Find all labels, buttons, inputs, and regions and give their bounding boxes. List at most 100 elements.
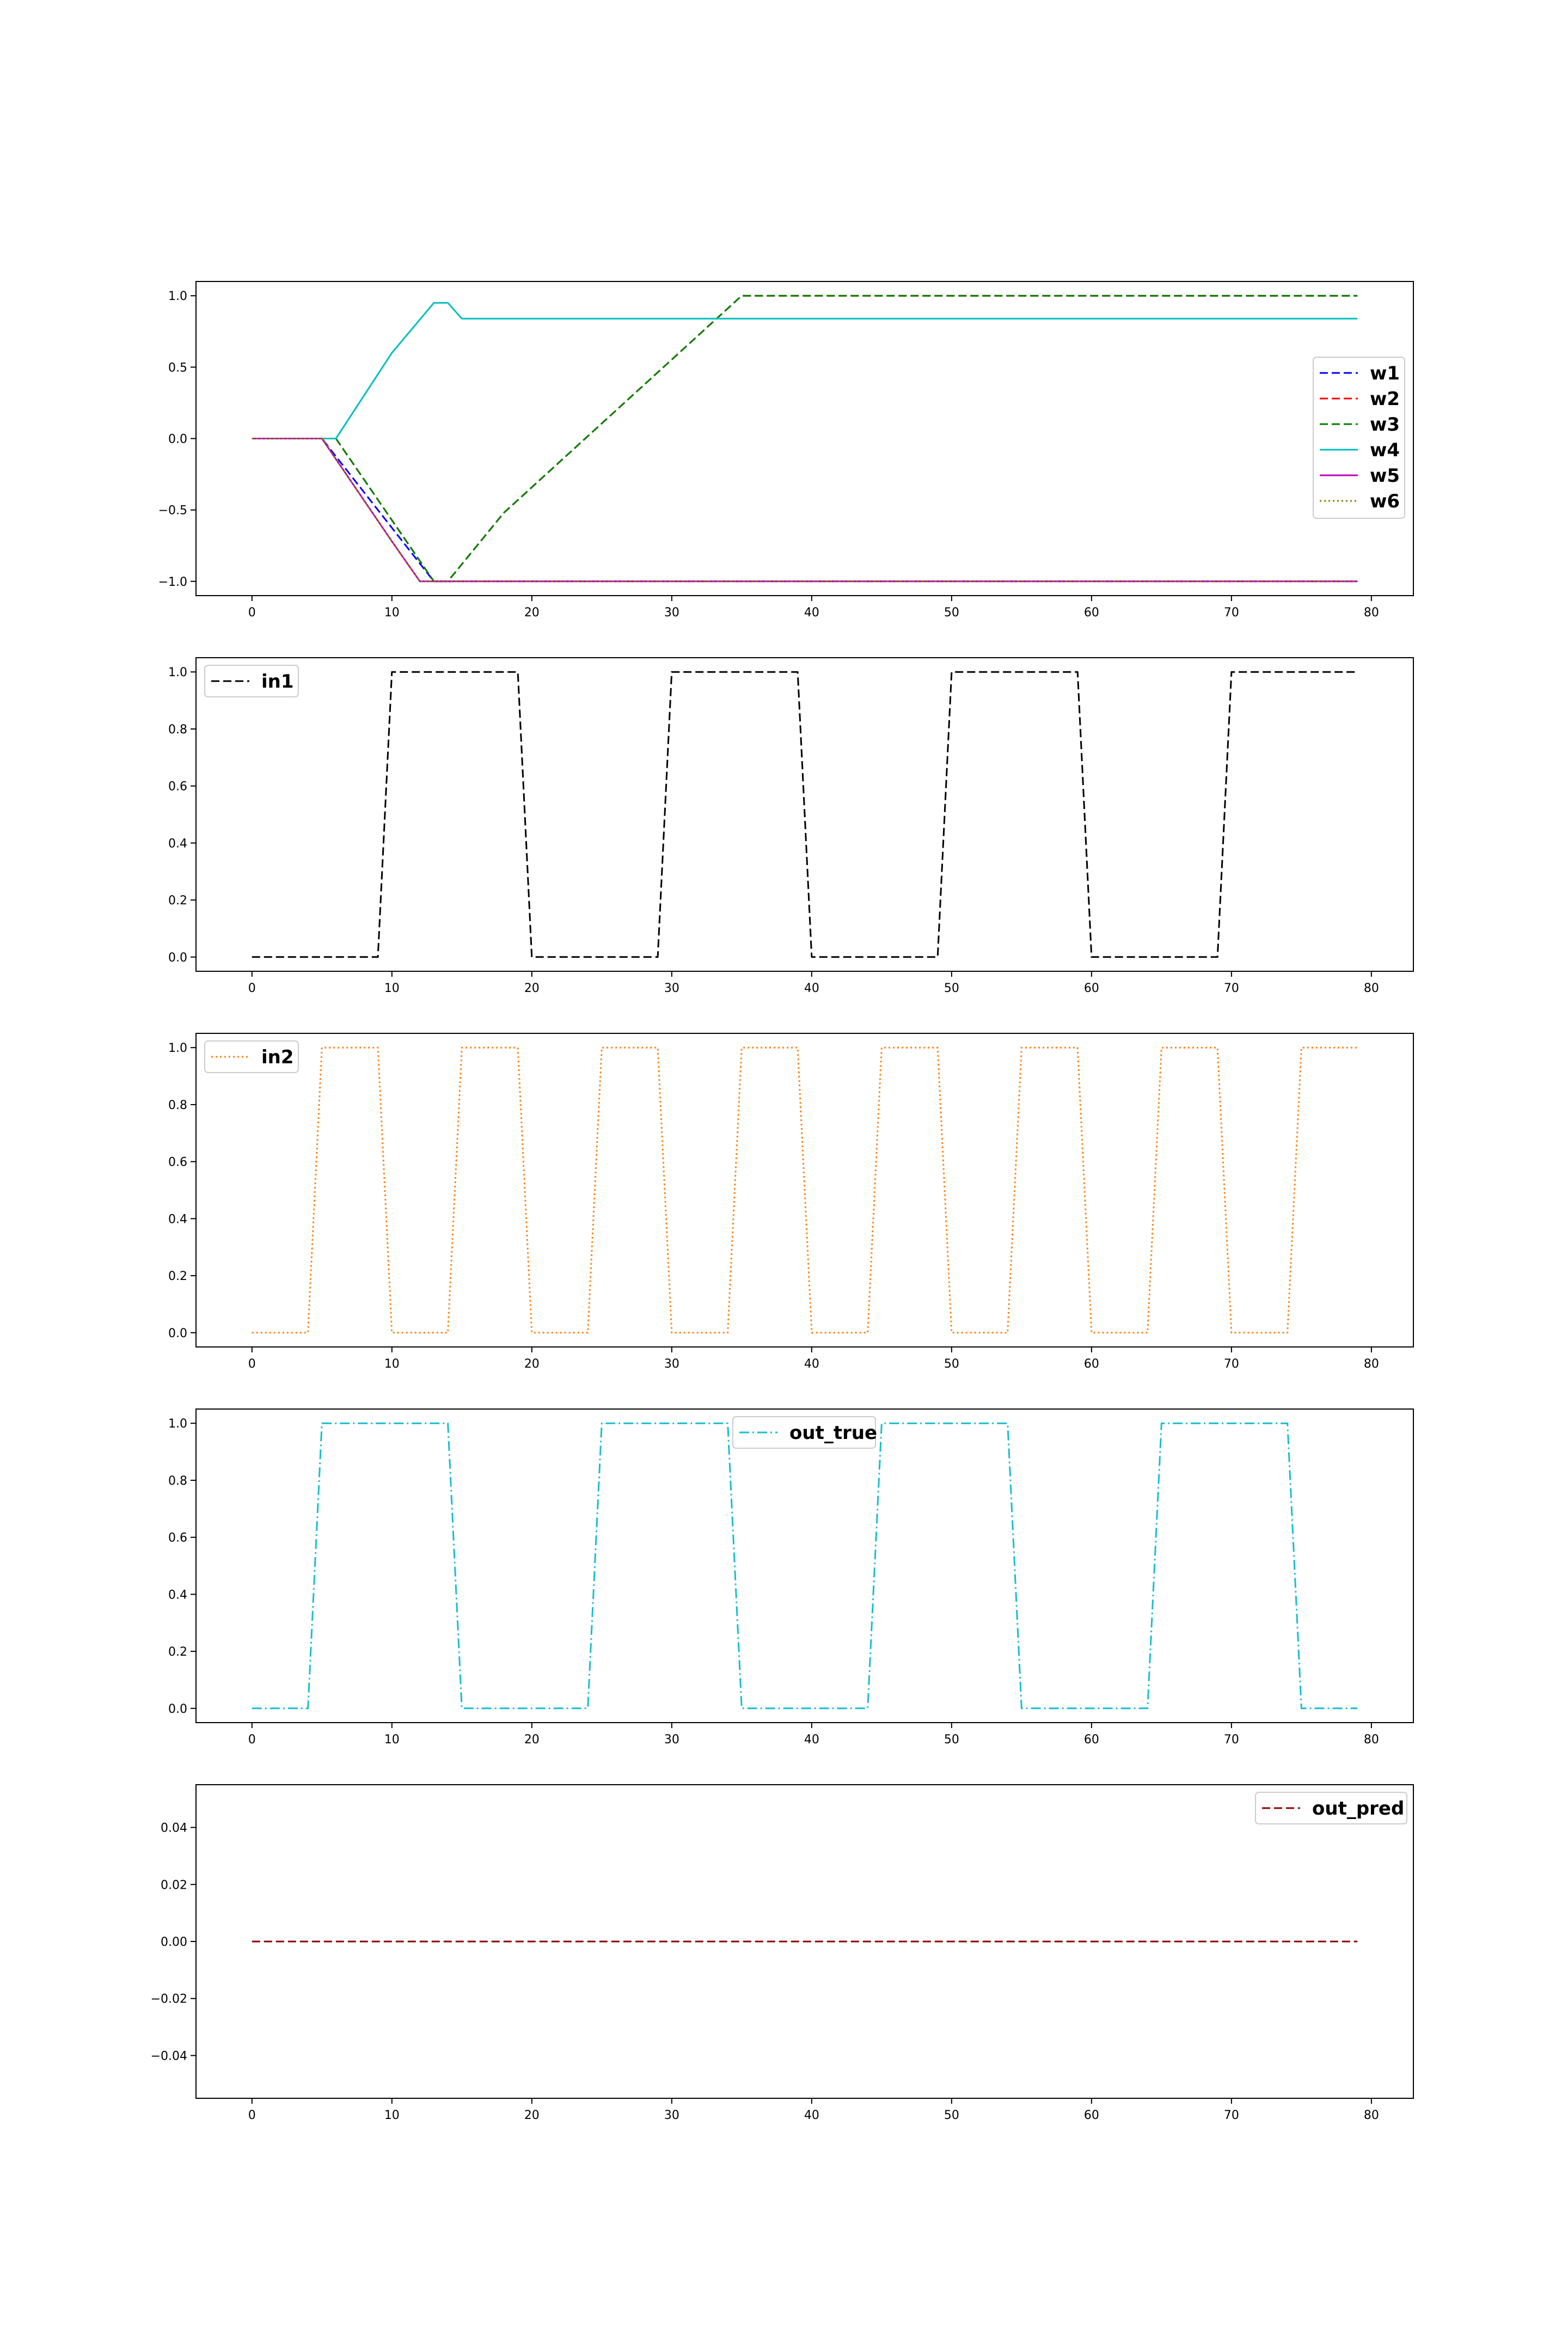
series-line-in2 (252, 1046, 1358, 1334)
legend-box (732, 1416, 876, 1449)
y-tick-label: 0.0 (168, 1327, 187, 1340)
legend: w1 w2 w3 w4 w5 w6 (1313, 357, 1405, 519)
x-tick-label: 50 (944, 2109, 959, 2122)
legend-label-w6: w6 (1370, 491, 1400, 512)
chart-panel-4: 0 10 20 30 40 50 60 70 80 1.0 0.8 0.6 0.4 0.2 0.0 out_t… (168, 1408, 1414, 1747)
y-tick-label: 0.6 (168, 1532, 187, 1545)
x-tick-label: 0 (248, 1357, 256, 1371)
x-tick-label: 0 (248, 982, 256, 995)
x-tick-label: 80 (1364, 606, 1379, 620)
x-tick-label: 70 (1224, 1733, 1239, 1747)
x-tick-label: 50 (944, 982, 959, 995)
x-tick-label: 20 (524, 1357, 540, 1371)
x-tick-label: 30 (664, 982, 679, 995)
x-tick-label: 30 (664, 1357, 679, 1371)
legend: out_pred (1255, 1792, 1407, 1824)
legend-label-w2: w2 (1370, 388, 1400, 410)
legend-label-in1: in1 (261, 671, 294, 693)
y-tick-label: 0.8 (168, 1474, 187, 1488)
y-tick-label: 1.0 (168, 290, 187, 303)
x-tick-label: 30 (664, 2109, 679, 2122)
y-tick-label: 0.4 (168, 837, 187, 850)
y-tick-label: 1.0 (168, 1042, 187, 1055)
y-tick-label: 0.0 (168, 951, 187, 965)
y-tick-label: 0.5 (168, 361, 187, 375)
x-tick-label: 10 (384, 606, 400, 620)
legend-label-out_pred: out_pred (1312, 1798, 1404, 1820)
x-tick-label: 10 (384, 1733, 400, 1747)
x-tick-label: 50 (944, 1357, 959, 1371)
x-tick-label: 40 (804, 1733, 819, 1747)
legend-label-w3: w3 (1370, 414, 1400, 436)
x-tick-label: 80 (1364, 1357, 1379, 1371)
x-tick-label: 10 (384, 1357, 400, 1371)
y-tick-label: 0.02 (161, 1878, 187, 1892)
chart-panel-2: 0 10 20 30 40 50 60 70 80 1.0 0.8 0.6 0.4 0.2 0.0 in1 (168, 657, 1414, 995)
x-tick-label: 20 (524, 606, 540, 620)
y-tick-label: 0.4 (168, 1588, 187, 1602)
x-tick-label: 60 (1084, 982, 1099, 995)
series-line-w5 (252, 438, 1358, 583)
y-tick-label: 0.0 (168, 433, 187, 446)
legend: in1 (204, 665, 299, 697)
legend-label-in2: in2 (261, 1046, 294, 1068)
y-tick-label: −1.0 (158, 575, 187, 589)
y-tick-label: 0.2 (168, 894, 187, 908)
x-tick-label: 70 (1224, 1357, 1239, 1371)
legend-box (1313, 357, 1405, 519)
y-tick-label: 0.00 (161, 1935, 187, 1949)
x-tick-label: 20 (524, 1733, 540, 1747)
chart-panel-5: 0 10 20 30 40 50 60 70 80 0.04 0.02 0.00 −0.02 −0.04 o… (151, 1784, 1414, 2122)
y-tick-label: −0.5 (158, 504, 187, 518)
legend-box (204, 1040, 299, 1073)
x-tick-label: 40 (804, 606, 819, 620)
x-tick-label: 70 (1224, 982, 1239, 995)
x-tick-label: 0 (248, 606, 256, 620)
x-tick-label: 40 (804, 982, 819, 995)
y-tick-label: 0.0 (168, 1702, 187, 1716)
x-tick-label: 70 (1224, 606, 1239, 620)
plot-frame (195, 1408, 1414, 1723)
y-tick-label: 0.2 (168, 1645, 187, 1659)
y-tick-label: 0.8 (168, 723, 187, 737)
legend-box (1255, 1792, 1407, 1824)
x-tick-label: 50 (944, 1733, 959, 1747)
legend-label-w1: w1 (1370, 363, 1400, 384)
x-tick-label: 60 (1084, 606, 1099, 620)
chart-panel-1: 0 10 20 30 40 50 60 70 80 1.0 0.5 0.0 −0.5 −1.0 w1 w2 w3… (158, 281, 1414, 620)
plot-frame (195, 281, 1414, 596)
x-tick-label: 40 (804, 1357, 819, 1371)
x-tick-label: 20 (524, 982, 540, 995)
x-tick-label: 60 (1084, 1357, 1099, 1371)
y-tick-label: 0.04 (161, 1822, 187, 1835)
legend-label-out_true: out_true (789, 1422, 877, 1444)
y-tick-label: 0.6 (168, 1156, 187, 1169)
y-tick-label: 1.0 (168, 666, 187, 679)
legend: out_true (732, 1416, 877, 1449)
x-tick-label: 80 (1364, 2109, 1379, 2122)
x-tick-label: 20 (524, 2109, 540, 2122)
legend: in2 (204, 1040, 299, 1073)
series-line-out_true (252, 1422, 1358, 1710)
y-tick-label: −0.04 (151, 2049, 187, 2063)
x-tick-label: 10 (384, 982, 400, 995)
x-tick-label: 80 (1364, 982, 1379, 995)
legend-box (204, 665, 299, 697)
x-tick-label: 0 (248, 1733, 256, 1747)
x-tick-label: 50 (944, 606, 959, 620)
y-tick-label: 0.8 (168, 1099, 187, 1112)
x-tick-label: 30 (664, 606, 679, 620)
x-tick-label: 60 (1084, 2109, 1099, 2122)
x-tick-label: 80 (1364, 1733, 1379, 1747)
y-tick-label: 0.4 (168, 1212, 187, 1226)
x-tick-label: 70 (1224, 2109, 1239, 2122)
series-line-in1 (252, 671, 1358, 958)
chart-panel-3: 0 10 20 30 40 50 60 70 80 1.0 0.8 0.6 0.4 0.2 0.0 in2 (168, 1033, 1414, 1371)
legend-label-w4: w4 (1370, 439, 1400, 461)
x-tick-label: 40 (804, 2109, 819, 2122)
y-tick-label: 0.6 (168, 780, 187, 794)
series-line-w4 (252, 302, 1358, 439)
legend-label-w5: w5 (1370, 465, 1400, 487)
y-tick-label: 0.2 (168, 1270, 187, 1283)
